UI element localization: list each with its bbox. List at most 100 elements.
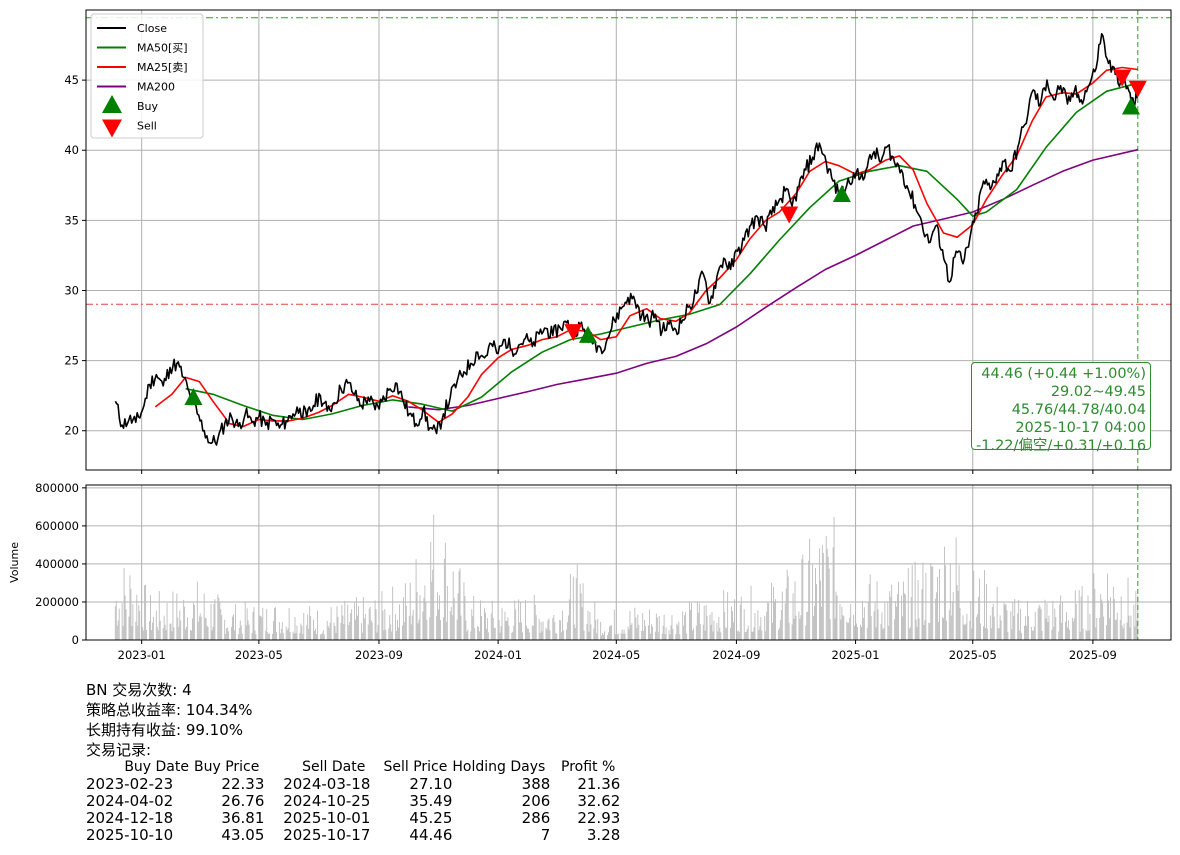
- volume-bar-545: [859, 624, 861, 640]
- volume-bar-621: [963, 624, 965, 640]
- volume-bar-569: [891, 584, 893, 640]
- volume-bar-459: [740, 596, 742, 640]
- volume-bar-520: [825, 536, 827, 640]
- legend-label-1: MA50[买]: [137, 42, 188, 55]
- volume-bar-9: [125, 609, 127, 640]
- volume-bar-519: [822, 552, 824, 640]
- volume-bar-712: [1087, 595, 1089, 640]
- volume-bar-517: [820, 606, 822, 640]
- volume-bar-394: [651, 626, 653, 640]
- volume-bar-692: [1060, 595, 1062, 640]
- volume-bar-613: [951, 602, 953, 640]
- sell-marker-0: [564, 324, 583, 342]
- volume-bar-115: [272, 633, 273, 640]
- volume-bar-191: [375, 609, 377, 640]
- volume-bar-192: [376, 632, 378, 640]
- volume-bar-47: [178, 626, 180, 640]
- volume-bar-402: [663, 614, 665, 640]
- volume-bar-638: [985, 583, 987, 640]
- volume-bar-223: [418, 619, 420, 640]
- price-y-label-3: 35: [64, 213, 79, 227]
- volume-bar-264: [474, 628, 476, 640]
- volume-bar-186: [368, 608, 370, 640]
- volume-bar-705: [1078, 590, 1080, 640]
- volume-bar-442: [718, 616, 720, 640]
- legend-label-3: MA200: [137, 81, 175, 94]
- volume-bar-499: [795, 615, 797, 640]
- volume-bar-302: [526, 628, 528, 640]
- volume-bar-635: [983, 626, 984, 640]
- volume-bar-344: [583, 630, 585, 640]
- volume-bar-693: [1061, 622, 1063, 640]
- volume-bar-112: [267, 632, 269, 640]
- volume-bar-558: [876, 581, 878, 640]
- volume-bar-89: [234, 604, 236, 640]
- volume-bar-187: [369, 606, 371, 640]
- volume-bar-590: [921, 589, 923, 640]
- volume-bar-145: [313, 619, 314, 640]
- volume-bar-667: [1026, 625, 1027, 640]
- volume-bar-102: [253, 607, 255, 640]
- volume-bar-95: [244, 602, 246, 640]
- volume-bar-378: [630, 624, 632, 640]
- volume-bar-97: [246, 608, 248, 640]
- volume-bar-600: [935, 598, 937, 640]
- volume-bar-234: [433, 514, 435, 640]
- volume-bar-61: [197, 621, 199, 640]
- volume-panel: 2023-01 2023-05 2023-09 2024-01 2024-05 2024-…: [8, 481, 1172, 662]
- volume-bar-618: [958, 565, 960, 640]
- volume-bar-567: [889, 591, 891, 640]
- col-profit: Profit %: [561, 759, 616, 775]
- volume-bar-284: [501, 608, 503, 640]
- volume-bar-441: [717, 631, 719, 640]
- volume-bar-330: [566, 629, 567, 640]
- volume-bar-217: [410, 624, 412, 640]
- volume-bar-738: [1122, 628, 1124, 640]
- volume-bar-451: [731, 606, 732, 640]
- volume-bar-365: [613, 609, 615, 640]
- volume-bar-737: [1121, 625, 1123, 640]
- volume-bar-225: [422, 611, 424, 640]
- volume-bar-170: [347, 604, 349, 640]
- volume-bar-374: [624, 633, 626, 640]
- volume-bar-726: [1107, 573, 1108, 640]
- volume-bar-261: [471, 609, 473, 640]
- trade-cell: 2024-04-02: [86, 792, 174, 810]
- volume-bar-10: [128, 616, 130, 640]
- volume-bar-582: [909, 627, 911, 640]
- volume-bar-684: [1048, 615, 1050, 640]
- volume-bar-348: [589, 612, 591, 640]
- volume-bar-591: [922, 562, 924, 640]
- volume-bar-512: [814, 605, 815, 640]
- volume-bar-543: [856, 623, 857, 640]
- volume-bar-185: [367, 624, 369, 640]
- volume-bar-35: [162, 628, 164, 640]
- volume-bar-257: [465, 620, 467, 640]
- volume-bar-531: [840, 619, 842, 640]
- volume-bar-11: [129, 575, 131, 640]
- volume-bar-539: [850, 603, 852, 640]
- trade-table-header: Buy Date Buy Price Sell Date Sell Price …: [86, 759, 620, 776]
- volume-bar-204: [392, 586, 394, 640]
- volume-bar-353: [596, 633, 598, 640]
- volume-bar-473: [760, 617, 762, 640]
- volume-bar-148: [316, 634, 317, 640]
- volume-bar-131: [293, 633, 295, 640]
- sell-marker-3: [1128, 80, 1147, 98]
- volume-bar-41: [170, 623, 172, 640]
- volume-bar-699: [1068, 629, 1070, 640]
- volume-bar-293: [514, 600, 516, 640]
- volume-bar-577: [902, 581, 904, 640]
- volume-bar-702: [1073, 618, 1075, 640]
- volume-bar-37: [164, 624, 166, 640]
- trade-cell: 27.10: [409, 775, 453, 793]
- price-y-label-0: 20: [64, 424, 79, 438]
- volume-bar-640: [989, 615, 991, 640]
- volume-bar-433: [705, 604, 707, 640]
- sell-marker-1: [780, 206, 799, 224]
- volume-bar-12: [130, 588, 132, 640]
- volume-bar-585: [914, 561, 916, 640]
- volume-bar-606: [943, 618, 944, 640]
- volume-bar-6: [122, 626, 124, 640]
- volume-bar-398: [657, 632, 659, 640]
